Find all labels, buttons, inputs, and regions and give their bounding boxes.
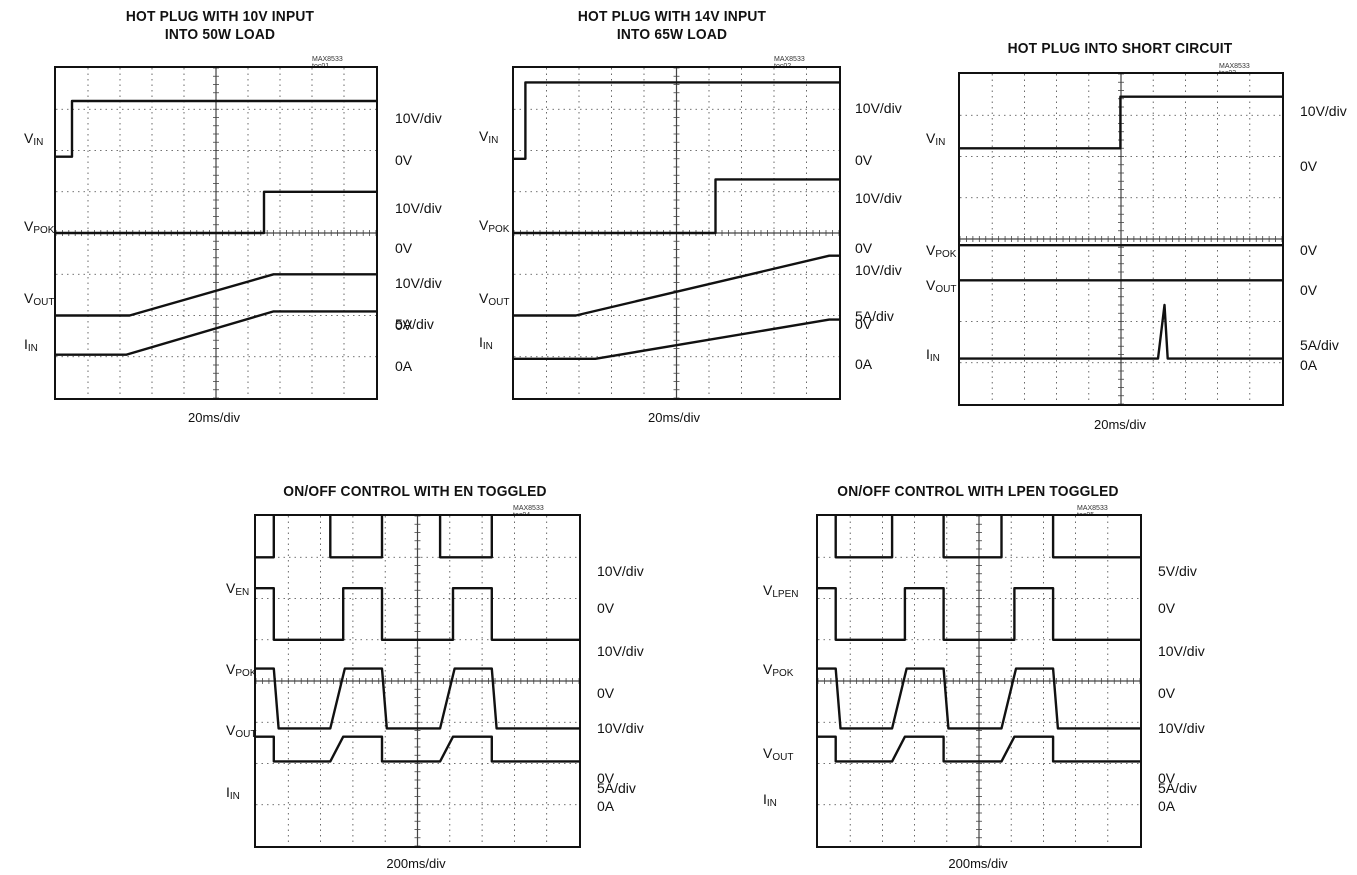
trace-vpok: [514, 178, 839, 235]
chart-title: HOT PLUG INTO SHORT CIRCUIT: [1007, 40, 1233, 57]
channel-name-label: VPOK: [24, 218, 55, 236]
zero-label: 0V: [597, 685, 615, 701]
zero-label: 0V: [1158, 600, 1176, 616]
time-scale-label: 20ms/div: [187, 410, 241, 425]
trace-iin: [256, 735, 579, 763]
zero-label: 0A: [855, 356, 873, 372]
trace-iin: [56, 310, 376, 356]
channel-name-label: IIN: [479, 334, 493, 352]
zero-label: 0V: [1158, 685, 1176, 701]
zero-label: 0V: [1158, 770, 1176, 786]
scale-label: 5V/div: [1158, 563, 1197, 579]
trace-iin: [960, 303, 1282, 360]
channel-name-label: VOUT: [926, 277, 957, 295]
scale-label: 10V/div: [395, 275, 442, 291]
oscilloscope-screen: [958, 72, 1284, 406]
channel-name-label: IIN: [24, 336, 38, 354]
trace-vin: [514, 81, 839, 161]
channel-name-label: IIN: [763, 791, 777, 809]
trace-iin: [514, 318, 839, 360]
zero-label: 0A: [1300, 357, 1318, 373]
channel-name-label: VOUT: [226, 722, 257, 740]
trace-iin: [818, 735, 1140, 763]
zero-label: 0V: [395, 317, 413, 333]
zero-label: 0V: [597, 600, 615, 616]
channel-name-label: VPOK: [226, 661, 257, 679]
scale-label: 5A/div: [1300, 337, 1339, 353]
channel-name-label: VIN: [479, 128, 499, 146]
chart-title: HOT PLUG WITH 10V INPUT INTO 50W LOAD: [125, 8, 315, 43]
trace-vlpen: [834, 516, 1140, 559]
channel-name-label: VPOK: [926, 242, 957, 260]
zero-label: 0V: [1300, 158, 1318, 174]
scale-label: 10V/div: [1158, 720, 1205, 736]
zero-label: 0V: [395, 240, 413, 256]
chart-title: HOT PLUG WITH 14V INPUT INTO 65W LOAD: [577, 8, 767, 43]
oscilloscope-screen: [816, 514, 1142, 848]
trace-vout: [56, 273, 376, 317]
scope-svg: [56, 68, 376, 398]
zero-label: 0V: [1300, 282, 1318, 298]
scale-label: 5A/div: [597, 780, 636, 796]
scope-svg: [514, 68, 839, 398]
scale-label: 5A/div: [1158, 780, 1197, 796]
scale-label: 10V/div: [597, 563, 644, 579]
scale-label: 10V/div: [855, 190, 902, 206]
channel-name-label: VLPEN: [763, 582, 799, 600]
oscilloscope-screen: [54, 66, 378, 400]
scale-label: 5A/div: [395, 316, 434, 332]
trace-vin: [56, 99, 376, 158]
scope-svg: [960, 74, 1282, 404]
zero-label: 0V: [1300, 242, 1318, 258]
channel-name-label: VPOK: [763, 661, 794, 679]
trace-vout: [514, 254, 839, 317]
trace-vout: [818, 667, 1140, 730]
scope-svg: [818, 516, 1140, 846]
scale-label: 10V/div: [597, 720, 644, 736]
zero-label: 0A: [597, 798, 615, 814]
oscilloscope-screen: [512, 66, 841, 400]
time-scale-label: 200ms/div: [386, 856, 446, 871]
channel-name-label: VEN: [226, 580, 250, 598]
scale-label: 10V/div: [855, 262, 902, 278]
trace-vpok: [256, 586, 579, 642]
trace-vpok: [56, 190, 376, 235]
time-scale-label: 20ms/div: [647, 410, 701, 425]
oscilloscope-screen: [254, 514, 581, 848]
scale-label: 10V/div: [855, 100, 902, 116]
zero-label: 0A: [1158, 798, 1176, 814]
channel-name-label: VOUT: [479, 290, 510, 308]
zero-label: 0V: [597, 770, 615, 786]
scale-label: 10V/div: [1300, 103, 1347, 119]
zero-label: 0A: [395, 358, 413, 374]
zero-label: 0V: [855, 316, 873, 332]
channel-name-label: VOUT: [24, 290, 55, 308]
channel-name-label: VPOK: [479, 217, 510, 235]
trace-vpok: [818, 586, 1140, 642]
channel-name-label: VIN: [24, 130, 44, 148]
zero-label: 0V: [855, 152, 873, 168]
time-scale-label: 20ms/div: [1093, 417, 1147, 432]
channel-name-label: VOUT: [763, 745, 794, 763]
scope-svg: [256, 516, 579, 846]
trace-vin: [960, 95, 1282, 150]
chart-title: ON/OFF CONTROL WITH LPEN TOGGLED: [837, 483, 1119, 500]
zero-label: 0V: [395, 152, 413, 168]
scale-label: 10V/div: [395, 110, 442, 126]
chart-title: ON/OFF CONTROL WITH EN TOGGLED: [283, 483, 547, 500]
zero-label: 0V: [855, 240, 873, 256]
scale-label: 10V/div: [395, 200, 442, 216]
trace-vout: [256, 667, 579, 730]
scale-label: 10V/div: [1158, 643, 1205, 659]
channel-name-label: VIN: [926, 130, 946, 148]
scale-label: 5A/div: [855, 308, 894, 324]
channel-name-label: IIN: [226, 784, 240, 802]
time-scale-label: 200ms/div: [948, 856, 1008, 871]
scale-label: 10V/div: [597, 643, 644, 659]
trace-ven: [256, 516, 494, 559]
channel-name-label: IIN: [926, 346, 940, 364]
